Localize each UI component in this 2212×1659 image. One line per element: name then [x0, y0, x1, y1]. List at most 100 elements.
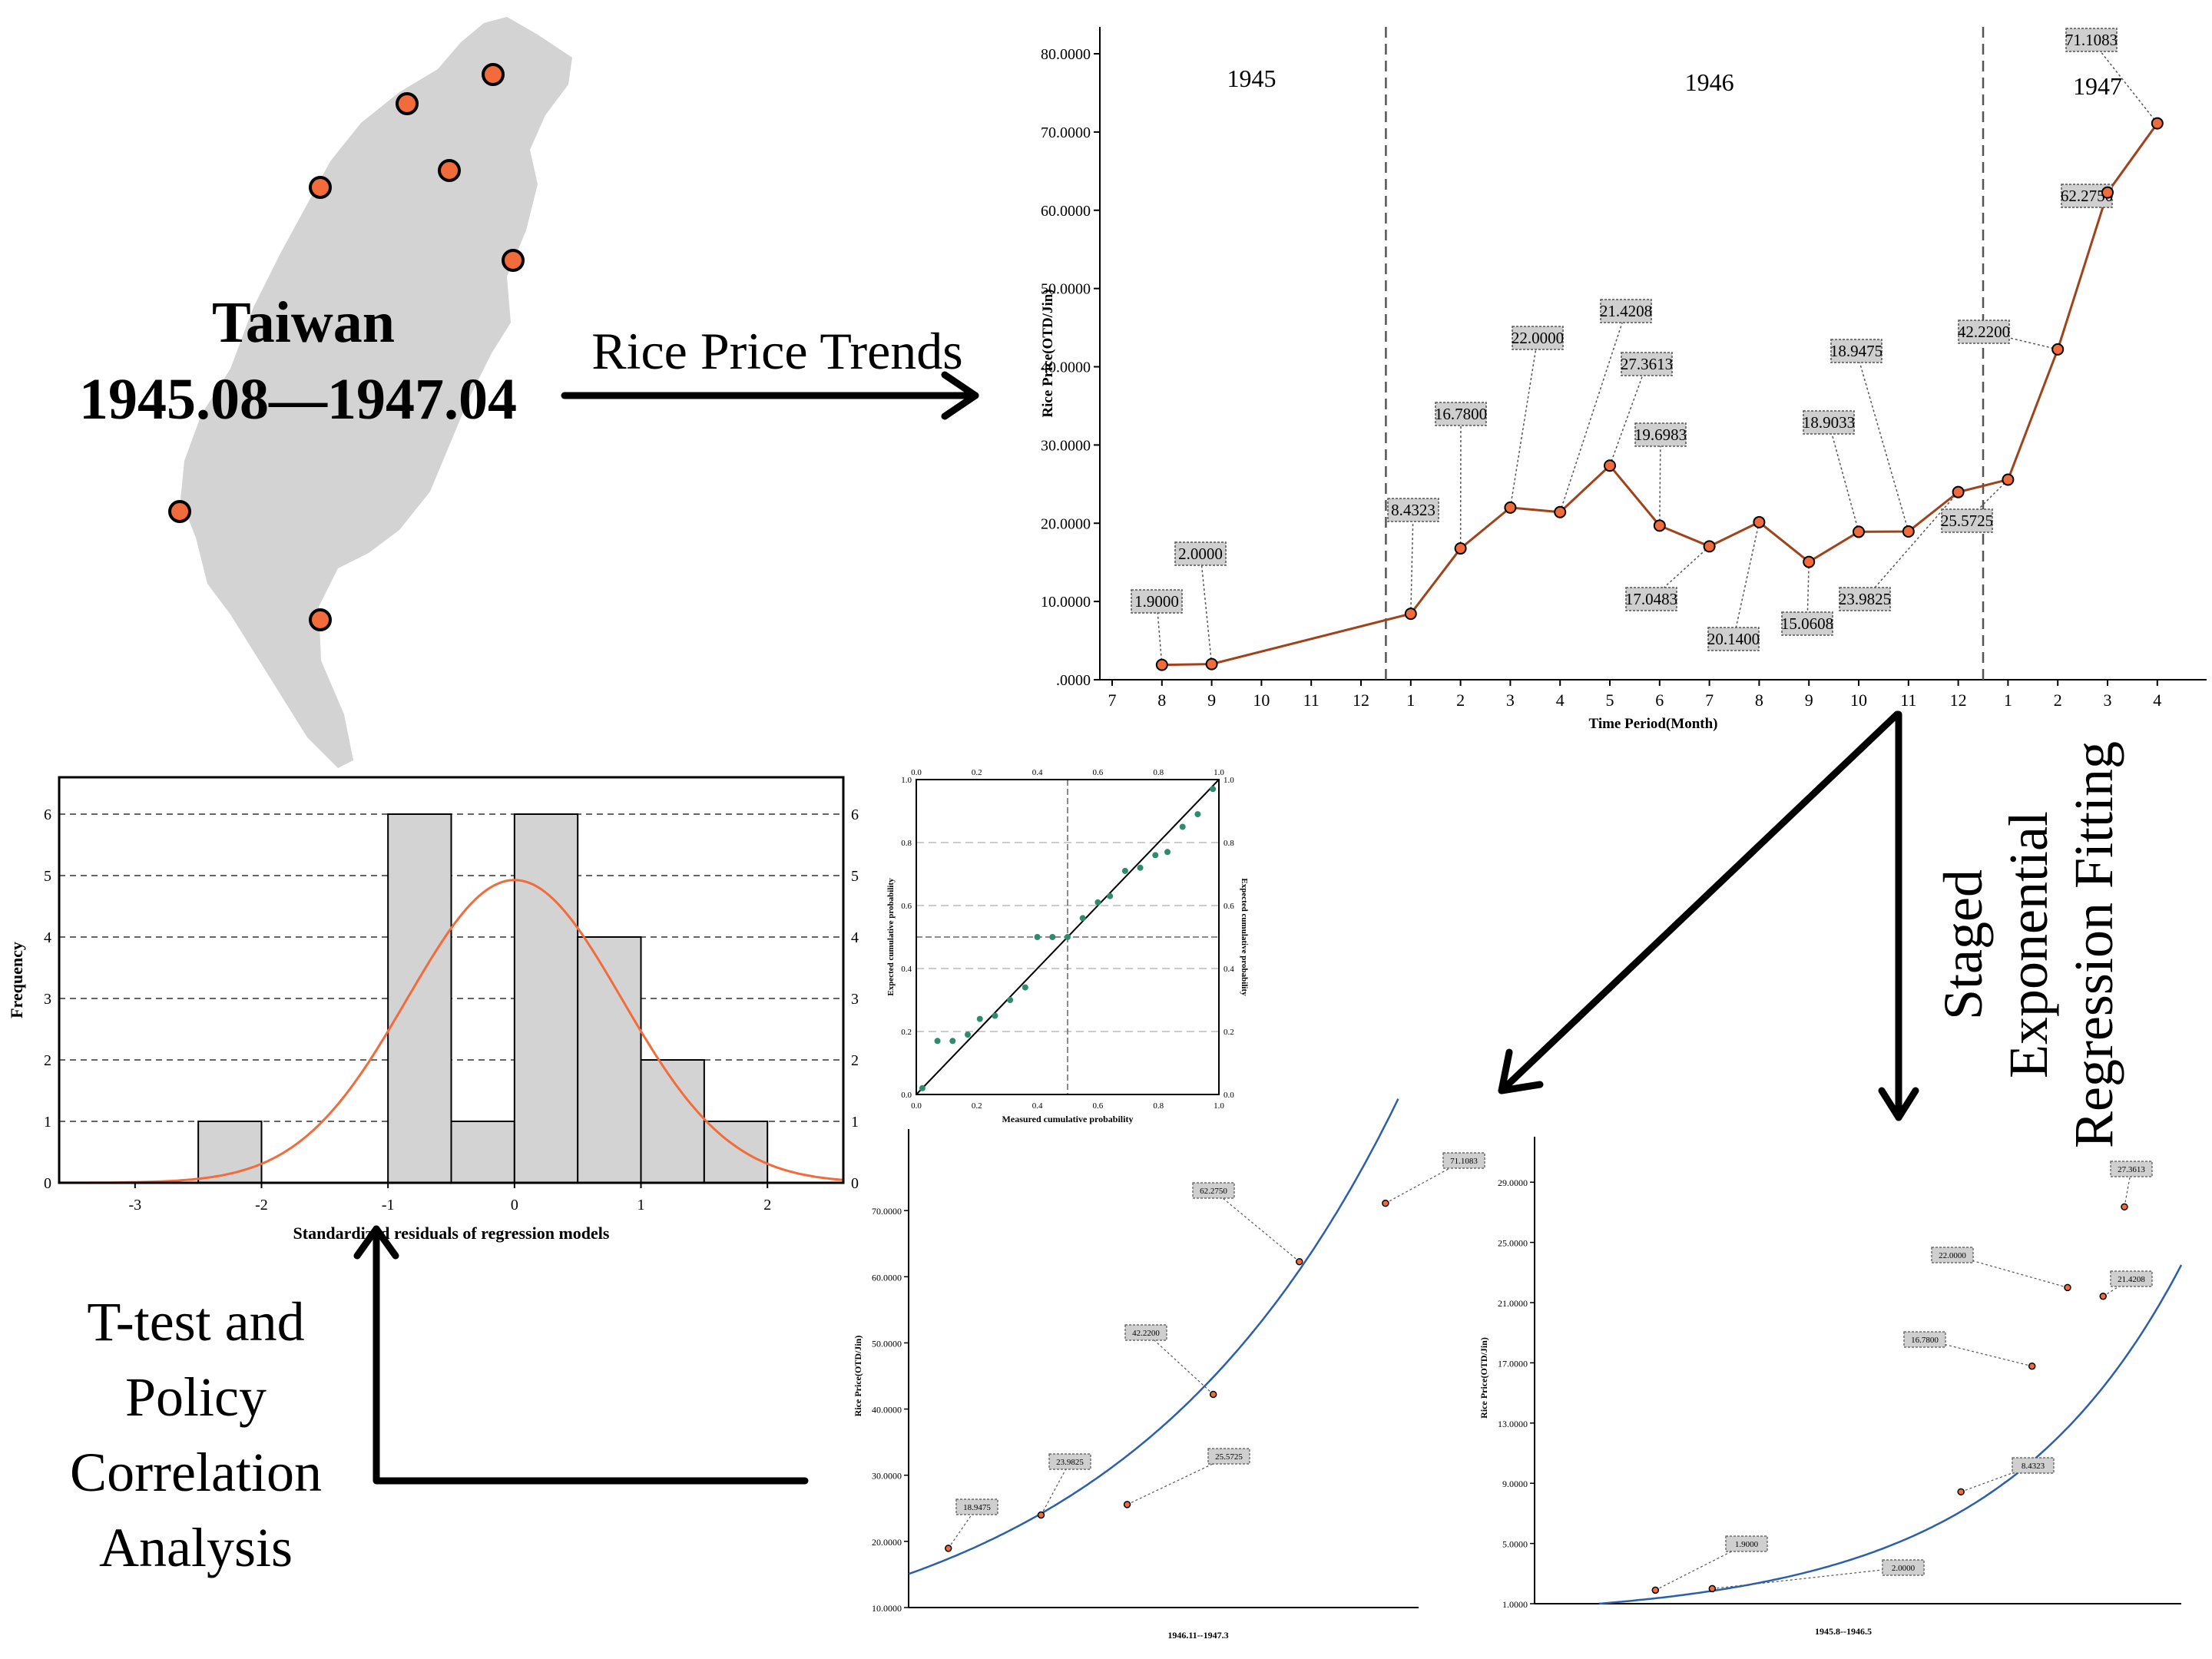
- arrow-to-late-fit: [1498, 710, 1901, 1094]
- data-label-box: [1725, 1535, 1768, 1552]
- pp-point: [1210, 786, 1217, 793]
- city-marker: [309, 176, 332, 199]
- city-marker: [502, 249, 525, 272]
- x-tick-label: 0.4: [1032, 1101, 1043, 1111]
- pp-point: [1065, 934, 1071, 940]
- data-label: 21.4208: [2118, 1275, 2145, 1284]
- pp-point: [1022, 984, 1028, 991]
- x-tick-label: 10: [1253, 690, 1270, 710]
- y-tick-label: 40.0000: [872, 1405, 902, 1416]
- data-label: 25.5725: [1941, 512, 1993, 530]
- x-tick-label: 1: [2004, 690, 2012, 710]
- ttest-caption-line-1: T-test and: [87, 1291, 304, 1353]
- x-tick-label-top: 0.4: [1032, 768, 1043, 777]
- data-point: [1155, 658, 1168, 671]
- histogram-bar: [703, 1121, 769, 1184]
- x-tick-label: 8: [1157, 690, 1166, 710]
- ttest-caption-line-4: Analysis: [99, 1517, 293, 1578]
- data-label: 42.2200: [1958, 323, 2010, 341]
- data-label-leader: [1952, 1254, 2068, 1288]
- y-tick-label-right: 0.4: [1224, 965, 1234, 974]
- x-tick-label: 7: [1108, 690, 1117, 710]
- y-tick-label-right: 1.0: [1224, 776, 1234, 785]
- data-point: [1902, 525, 1915, 538]
- data-label: 22.0000: [1512, 329, 1564, 347]
- data-label: 18.9475: [1830, 342, 1883, 360]
- y-tick-label: 17.0000: [1498, 1358, 1528, 1369]
- data-label: 2.0000: [1178, 545, 1223, 563]
- y-tick-label: 0.6: [901, 902, 912, 911]
- x-tick-label-top: 0.2: [972, 768, 982, 777]
- y-tick-label: 1.0000: [1502, 1599, 1528, 1610]
- data-label-leader: [1712, 1567, 1904, 1589]
- data-label: 25.5725: [1215, 1452, 1243, 1462]
- y-tick-label: 4: [44, 929, 51, 946]
- y-axis-title: Rice Price(OTD/Jin): [1040, 289, 1056, 417]
- y-tick-label: 0: [44, 1175, 51, 1192]
- data-label-box: [1174, 541, 1227, 566]
- x-tick-label: 0: [511, 1197, 518, 1214]
- histogram-bar: [577, 936, 642, 1184]
- data-label: 27.3613: [2118, 1165, 2145, 1174]
- y-tick-label: 3: [44, 991, 51, 1008]
- data-point: [2051, 343, 2065, 356]
- y-tick-label: 70.0000: [872, 1206, 902, 1217]
- data-label: 23.9825: [1056, 1458, 1084, 1467]
- data-label-box: [1882, 1559, 1925, 1576]
- pp-point: [1079, 915, 1086, 922]
- data-label-box: [2110, 1270, 2153, 1287]
- x-tick-label: 5: [1606, 690, 1614, 710]
- ttest-caption-line-3: Correlation: [70, 1442, 322, 1503]
- data-label-leader: [1966, 478, 2008, 522]
- pp-point: [1094, 899, 1101, 906]
- exponential-fit-curve: [1599, 1264, 2183, 1605]
- data-label-box: [2110, 1161, 2153, 1177]
- data-label-leader: [1659, 434, 1661, 526]
- y-tick-label: 80.0000: [1041, 46, 1091, 63]
- data-label-leader: [1145, 1332, 1214, 1395]
- map-title: Taiwan: [212, 290, 395, 355]
- data-point: [944, 1545, 952, 1552]
- x-tick-label-top: 0.6: [1093, 768, 1104, 777]
- data-point: [1853, 525, 1865, 538]
- data-label-leader: [1127, 1455, 1230, 1505]
- plot-frame: [58, 776, 845, 1184]
- data-label-box: [1839, 587, 1891, 611]
- pp-point: [1034, 934, 1041, 940]
- data-label: 18.9475: [963, 1503, 991, 1512]
- x-tick-label: 7: [1705, 690, 1714, 710]
- y-tick-label: 21.0000: [1498, 1298, 1528, 1309]
- x-tick-label: 0.2: [972, 1101, 982, 1111]
- data-label-box: [1781, 611, 1833, 636]
- arrow-rice-trends: [561, 371, 979, 420]
- data-label: 20.1400: [1707, 630, 1760, 648]
- x-tick-label: 2: [2054, 690, 2062, 710]
- y-tick-label: 13.0000: [1498, 1419, 1528, 1429]
- data-label-box: [1634, 422, 1687, 447]
- x-tick-label: 0.6: [1093, 1101, 1104, 1111]
- data-label-leader: [1559, 310, 1627, 513]
- pp-point: [1107, 892, 1114, 899]
- data-point: [1753, 515, 1766, 528]
- y-tick-label: 5.0000: [1502, 1539, 1528, 1550]
- x-tick-label: 1: [1406, 690, 1415, 710]
- x-axis-title: 1946.11--1947.3: [1167, 1630, 1228, 1641]
- city-marker: [482, 63, 505, 86]
- data-point: [1205, 657, 1218, 671]
- x-tick-label-top: 0.0: [911, 768, 922, 777]
- x-tick-label: 12: [1353, 690, 1369, 710]
- data-point: [1803, 555, 1816, 568]
- y-axis-title: Rice Price(OTD/Jin): [1479, 1337, 1489, 1419]
- x-tick-label: 3: [1506, 690, 1515, 710]
- pp-point: [1007, 997, 1014, 1003]
- y-tick-label: 30.0000: [1041, 437, 1091, 454]
- data-point: [1382, 1199, 1389, 1207]
- normal-curve: [59, 879, 844, 1184]
- early-exponential-fit-chart: 1.0000 5.0000 9.0000 13.0000 17.0000 21.0000 2…: [1479, 1137, 2183, 1637]
- y-tick-label: .0000: [1056, 672, 1091, 689]
- map-period: 1945.08—1947.04: [79, 367, 517, 432]
- data-label: 1.9000: [1735, 1540, 1759, 1549]
- data-label-box: [1803, 410, 1855, 435]
- x-tick-label: 2: [763, 1197, 771, 1214]
